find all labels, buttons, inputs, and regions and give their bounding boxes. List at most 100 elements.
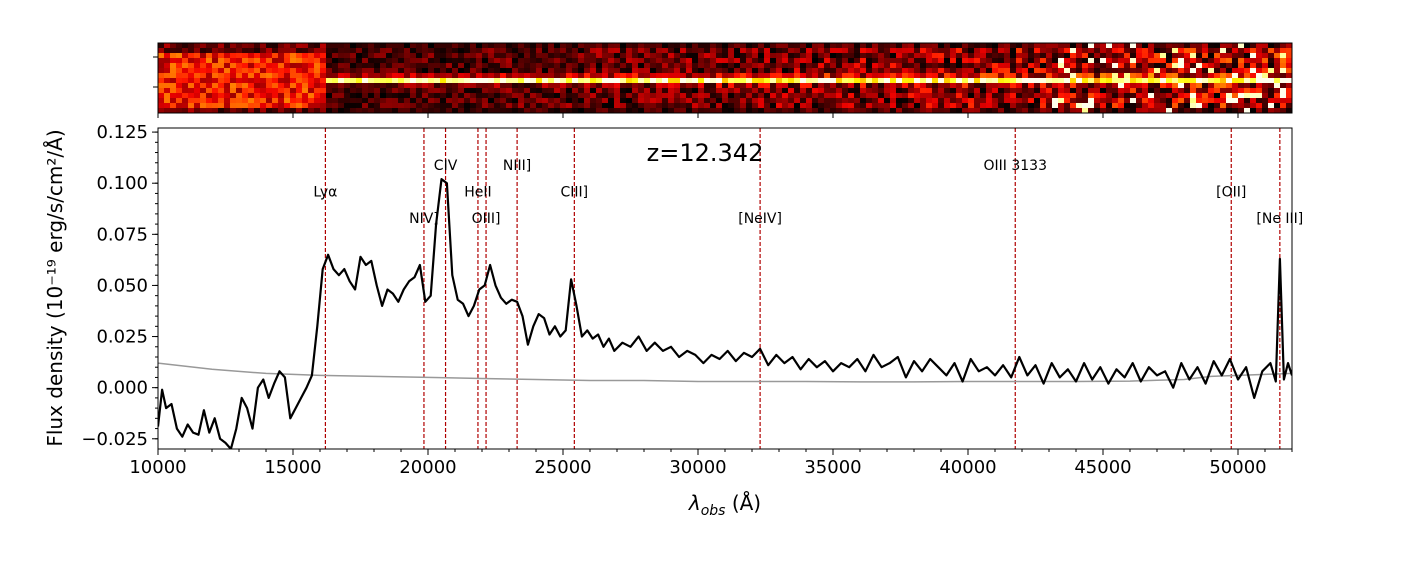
spectrum-2d-pixel xyxy=(1232,73,1238,78)
spectrum-2d-pixel xyxy=(986,43,992,48)
spectrum-2d-pixel xyxy=(1022,58,1028,63)
spectrum-2d-pixel xyxy=(1022,93,1028,98)
spectrum-2d-pixel xyxy=(602,43,608,48)
spectrum-2d-pixel xyxy=(404,63,410,68)
spectrum-2d-pixel xyxy=(164,68,170,73)
spectrum-2d-pixel xyxy=(200,73,206,78)
spectrum-2d-pixel xyxy=(1268,108,1274,113)
spectrum-2d-pixel xyxy=(476,53,482,58)
spectrum-2d-pixel xyxy=(644,88,650,93)
spectrum-2d-pixel xyxy=(1202,98,1208,103)
spectrum-2d-pixel xyxy=(1160,108,1166,113)
spectrum-2d-pixel xyxy=(806,43,812,48)
spectrum-2d-pixel xyxy=(278,83,284,88)
spectrum-2d-pixel xyxy=(1154,103,1160,108)
spectrum-2d-pixel xyxy=(518,93,524,98)
spectrum-2d-pixel xyxy=(1082,78,1088,83)
spectrum-2d-pixel xyxy=(548,73,554,78)
spectrum-2d-pixel xyxy=(488,63,494,68)
spectrum-2d-pixel xyxy=(848,103,854,108)
spectrum-2d-pixel xyxy=(926,48,932,53)
spectrum-2d-pixel xyxy=(428,68,434,73)
spectrum-2d-pixel xyxy=(698,93,704,98)
spectrum-2d-pixel xyxy=(512,53,518,58)
spectrum-2d-pixel xyxy=(1094,68,1100,73)
spectrum-2d-pixel xyxy=(1124,68,1130,73)
spectrum-2d-pixel xyxy=(1166,93,1172,98)
spectrum-2d-pixel xyxy=(434,53,440,58)
spectrum-2d-pixel xyxy=(332,93,338,98)
spectrum-2d-pixel xyxy=(1190,58,1196,63)
spectrum-2d-pixel xyxy=(812,63,818,68)
spectrum-2d-pixel xyxy=(410,103,416,108)
spectrum-2d-pixel xyxy=(332,83,338,88)
spectrum-2d-pixel xyxy=(1124,78,1130,83)
spectrum-2d-pixel xyxy=(224,63,230,68)
spectrum-2d-pixel xyxy=(1214,43,1220,48)
spectrum-2d-pixel xyxy=(554,58,560,63)
spectrum-2d-pixel xyxy=(488,53,494,58)
spectrum-2d-pixel xyxy=(332,98,338,103)
x-tick-label: 10000 xyxy=(129,457,186,478)
spectrum-2d-pixel xyxy=(506,103,512,108)
spectrum-2d-pixel xyxy=(1118,83,1124,88)
spectrum-2d-pixel xyxy=(746,53,752,58)
spectrum-2d-pixel xyxy=(1046,63,1052,68)
spectrum-2d-pixel xyxy=(518,43,524,48)
spectrum-2d-pixel xyxy=(560,73,566,78)
spectrum-2d-pixel xyxy=(914,98,920,103)
spectrum-2d-pixel xyxy=(1070,88,1076,93)
spectrum-2d-pixel xyxy=(794,68,800,73)
spectrum-2d-pixel xyxy=(632,58,638,63)
spectrum-2d-pixel xyxy=(1088,103,1094,108)
spectrum-2d-pixel xyxy=(410,108,416,113)
spectrum-2d-pixel xyxy=(266,88,272,93)
spectrum-2d-pixel xyxy=(902,93,908,98)
spectrum-2d-pixel xyxy=(1112,83,1118,88)
spectrum-2d-pixel xyxy=(872,88,878,93)
spectrum-2d-pixel xyxy=(1250,43,1256,48)
spectrum-2d-pixel xyxy=(1070,68,1076,73)
spectrum-2d-pixel xyxy=(1238,98,1244,103)
spectrum-2d-pixel xyxy=(944,48,950,53)
spectrum-2d-pixel xyxy=(548,98,554,103)
spectrum-2d-pixel xyxy=(812,43,818,48)
spectrum-2d-pixel xyxy=(422,53,428,58)
spectrum-2d-pixel xyxy=(308,43,314,48)
spectrum-2d-pixel xyxy=(476,73,482,78)
spectrum-2d-pixel xyxy=(1040,88,1046,93)
spectrum-2d-pixel xyxy=(236,53,242,58)
spectrum-2d-pixel xyxy=(650,93,656,98)
spectrum-2d-pixel xyxy=(1130,93,1136,98)
spectrum-2d-pixel xyxy=(434,63,440,68)
spectrum-2d-pixel xyxy=(668,48,674,53)
spectrum-2d-pixel xyxy=(884,78,890,83)
spectrum-2d-pixel xyxy=(158,78,164,83)
spectrum-2d-pixel xyxy=(884,53,890,58)
spectrum-2d-pixel xyxy=(1262,93,1268,98)
spectrum-2d-pixel xyxy=(878,63,884,68)
spectrum-2d-pixel xyxy=(878,98,884,103)
spectrum-2d-pixel xyxy=(1130,58,1136,63)
spectrum-2d-pixel xyxy=(1052,48,1058,53)
spectrum-2d-pixel xyxy=(992,108,998,113)
spectrum-2d-pixel xyxy=(542,53,548,58)
spectrum-2d-pixel xyxy=(674,68,680,73)
spectrum-2d-pixel xyxy=(212,88,218,93)
spectrum-2d-pixel xyxy=(620,58,626,63)
spectrum-2d-pixel xyxy=(500,53,506,58)
spectrum-2d-pixel xyxy=(1172,78,1178,83)
spectrum-2d-pixel xyxy=(1004,63,1010,68)
spectrum-2d-pixel xyxy=(428,43,434,48)
spectrum-2d-pixel xyxy=(1220,48,1226,53)
spectrum-2d-pixel xyxy=(188,98,194,103)
spectrum-2d-pixel xyxy=(320,98,326,103)
spectrum-2d-pixel xyxy=(1166,53,1172,58)
spectrum-2d-pixel xyxy=(728,63,734,68)
spectrum-2d-pixel xyxy=(932,108,938,113)
spectrum-2d-pixel xyxy=(302,73,308,78)
spectrum-2d-pixel xyxy=(248,58,254,63)
spectrum-2d-pixel xyxy=(908,68,914,73)
spectrum-2d-pixel xyxy=(326,58,332,63)
